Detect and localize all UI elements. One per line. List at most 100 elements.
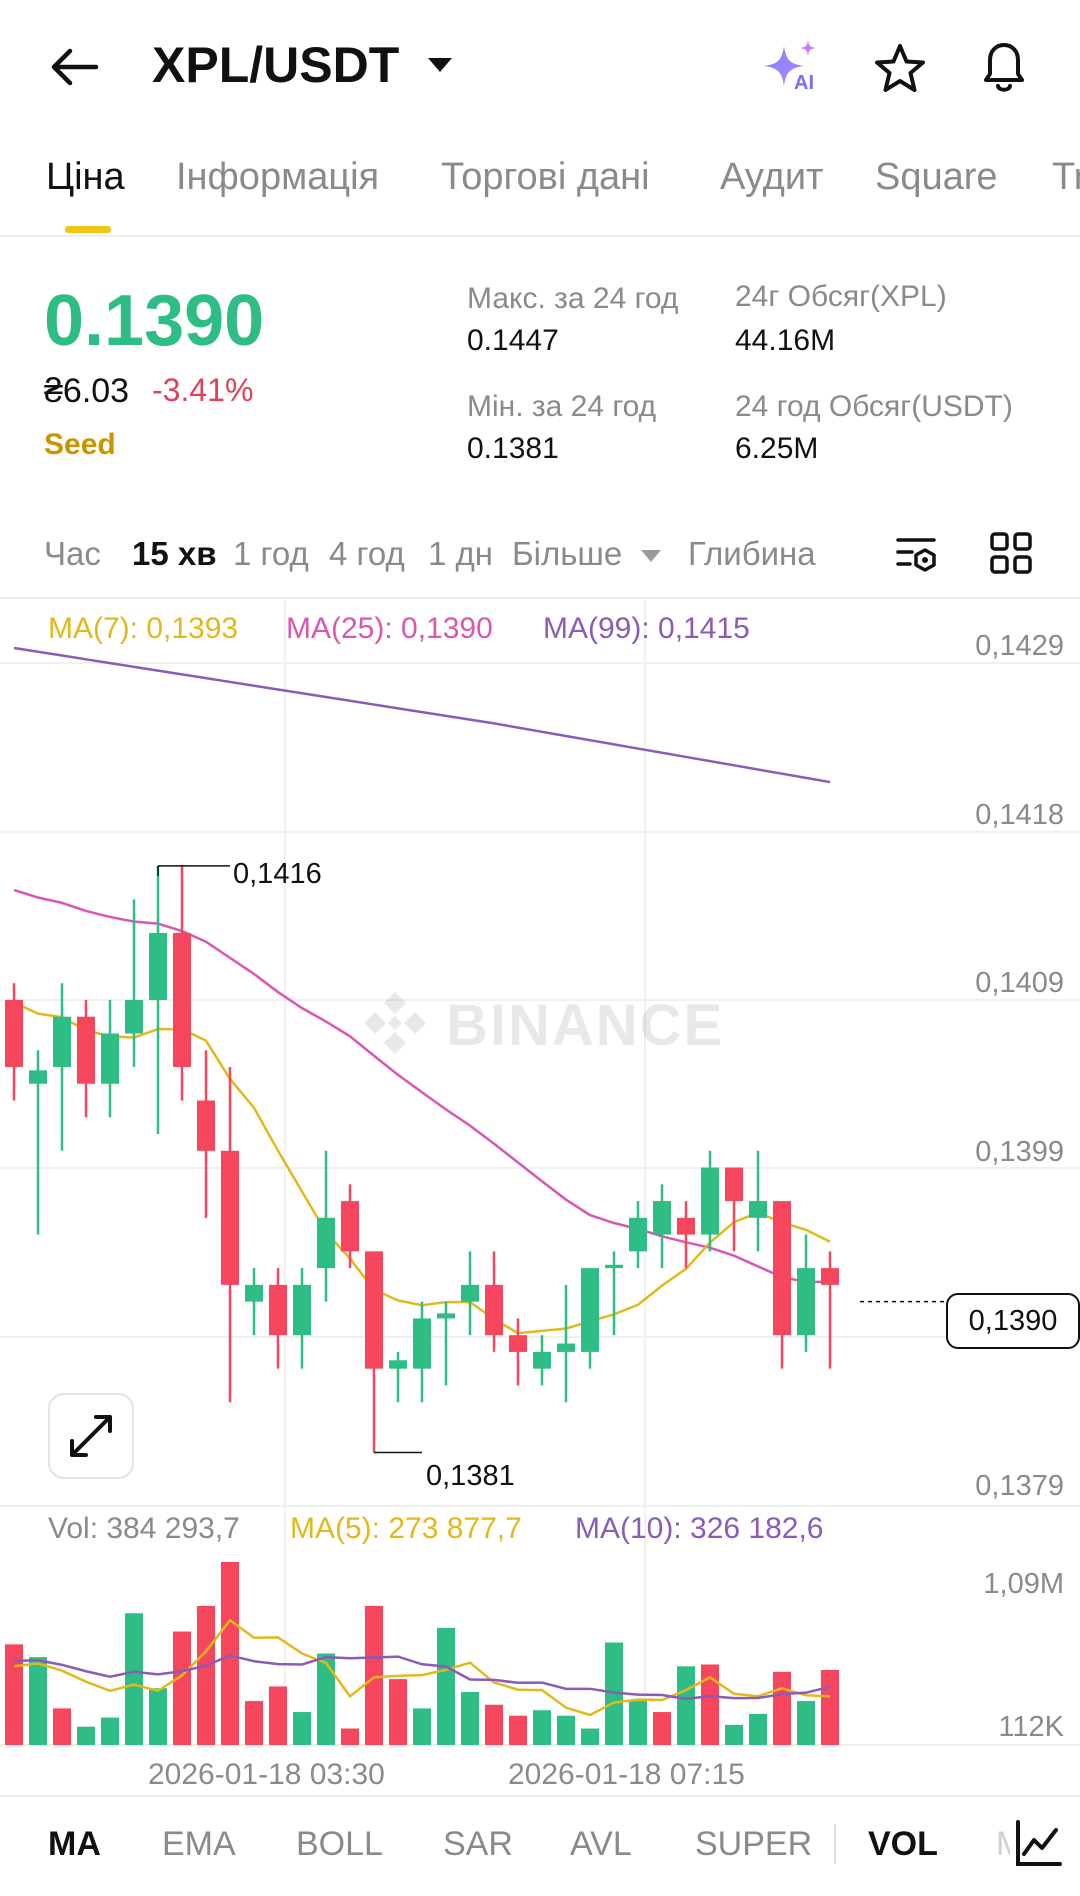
tabs-divider [0, 235, 1080, 237]
candle-body [5, 999, 23, 1067]
candle-body [749, 1201, 767, 1218]
volume-bar [821, 1669, 839, 1745]
indicator-ma[interactable]: MA [48, 1825, 101, 1863]
candle-body [725, 1167, 743, 1202]
pair-selector[interactable]: XPL/USDT [152, 36, 462, 96]
candle-body [149, 932, 167, 1000]
interval-depth[interactable]: Глибина [688, 535, 816, 572]
vol-ma10-line [13, 1654, 831, 1701]
volume-bar [701, 1664, 719, 1745]
layout-button[interactable] [988, 530, 1034, 576]
caret-down-icon [641, 550, 662, 563]
binance-watermark: BINANCE [360, 990, 722, 1058]
high-value: 0.1447 [467, 324, 559, 357]
vol-ma10-legend: MA(10): 326 182,6 [575, 1512, 824, 1545]
interval-1h[interactable]: 1 год [233, 535, 309, 572]
candle-body [533, 1351, 551, 1369]
chart-top-divider [0, 597, 1080, 599]
candle-body [125, 999, 143, 1034]
tab-square[interactable]: Square [875, 156, 998, 198]
pair-title: XPL/USDT [152, 37, 400, 93]
volume-bar [725, 1724, 743, 1745]
low-label: Мін. за 24 год [467, 390, 657, 423]
vol-base-value: 44.16M [735, 324, 836, 357]
candle-body [341, 1201, 359, 1252]
tab-more[interactable]: Tr [1052, 156, 1080, 198]
volume-bar [341, 1728, 359, 1745]
indicator-vol[interactable]: VOL [868, 1825, 938, 1863]
candle-body [557, 1343, 575, 1352]
volume-bar [221, 1562, 239, 1745]
notification-button[interactable] [976, 38, 1032, 96]
tag-badge: Seed [44, 428, 116, 461]
indicator-ema[interactable]: EMA [162, 1825, 236, 1863]
chart-settings-icon [896, 538, 936, 572]
indicator-super[interactable]: SUPER [695, 1825, 813, 1863]
volume-bar [677, 1666, 695, 1745]
favorite-button[interactable] [872, 42, 928, 96]
current-price-tag: 0,1390 [946, 1293, 1080, 1349]
candlestick-chart[interactable] [0, 600, 1080, 1800]
expand-chart-button[interactable] [48, 1393, 134, 1479]
indicator-settings-button[interactable] [1010, 1816, 1070, 1872]
ma99-legend: MA(99): 0,1415 [543, 612, 750, 645]
ai-button[interactable]: AI [762, 38, 826, 98]
candle-body [365, 1251, 383, 1369]
candle-body [797, 1268, 815, 1336]
star-icon [875, 44, 925, 92]
indicator-avl[interactable]: AVL [570, 1825, 632, 1863]
candle-body [29, 1070, 47, 1084]
volume-bar [653, 1712, 671, 1745]
candle-body [317, 1217, 335, 1269]
time-label: 2026-01-18 07:15 [508, 1758, 745, 1791]
tab-audit[interactable]: Аудит [720, 156, 824, 198]
candle-body [221, 1150, 239, 1285]
vol-tick: 112K [998, 1711, 1064, 1743]
chart-indicator-icon [1016, 1820, 1062, 1866]
price-tick: 0,1409 [975, 967, 1064, 999]
volume-bar [533, 1710, 551, 1745]
volume-bar [77, 1726, 95, 1745]
volume-bar [29, 1657, 47, 1745]
candle-body [293, 1284, 311, 1336]
volume-bar [485, 1704, 503, 1745]
vol-quote-value: 6.25M [735, 432, 819, 465]
indicator-sar[interactable]: SAR [443, 1825, 513, 1863]
time-label: 2026-01-18 03:30 [148, 1758, 385, 1791]
tab-trading-data[interactable]: Торгові дані [441, 156, 650, 198]
volume-bar [389, 1679, 407, 1745]
volume-bar [773, 1671, 791, 1745]
candle-body [821, 1268, 839, 1285]
candle-body [389, 1360, 407, 1369]
interval-more[interactable]: Більше [512, 535, 663, 573]
last-price: 0.1390 [44, 281, 265, 361]
candle-body [245, 1284, 263, 1302]
volume-bar [557, 1715, 575, 1745]
candle-body [77, 1016, 95, 1084]
chart-settings-button[interactable] [894, 532, 940, 578]
candle-body [197, 1100, 215, 1151]
tab-info[interactable]: Інформація [176, 156, 380, 198]
interval-time[interactable]: Час [44, 535, 101, 572]
candle-body [173, 932, 191, 1067]
low-marker-label: 0,1381 [426, 1460, 515, 1492]
tab-price[interactable]: Ціна [46, 156, 125, 198]
volume-bar [605, 1642, 623, 1745]
fiat-price: ₴6.03 [44, 372, 130, 410]
back-button[interactable] [46, 42, 102, 92]
arrow-left-icon [51, 48, 99, 86]
interval-4h[interactable]: 4 год [329, 535, 405, 572]
candle-body [485, 1284, 503, 1336]
price-tick: 0,1429 [975, 630, 1064, 662]
high-marker-label: 0,1416 [233, 858, 322, 890]
volume-bar [269, 1686, 287, 1745]
volume-bar [101, 1717, 119, 1745]
interval-15m[interactable]: 15 хв [132, 535, 217, 572]
ma99-line [13, 646, 831, 784]
volume-bar [413, 1708, 431, 1745]
interval-1d[interactable]: 1 дн [428, 535, 494, 572]
bottom-tabs-divider [0, 1795, 1080, 1797]
indicator-boll[interactable]: BOLL [296, 1825, 383, 1863]
vol-legend: Vol: 384 293,7 [48, 1512, 240, 1545]
ai-sparkle-icon [764, 40, 816, 86]
